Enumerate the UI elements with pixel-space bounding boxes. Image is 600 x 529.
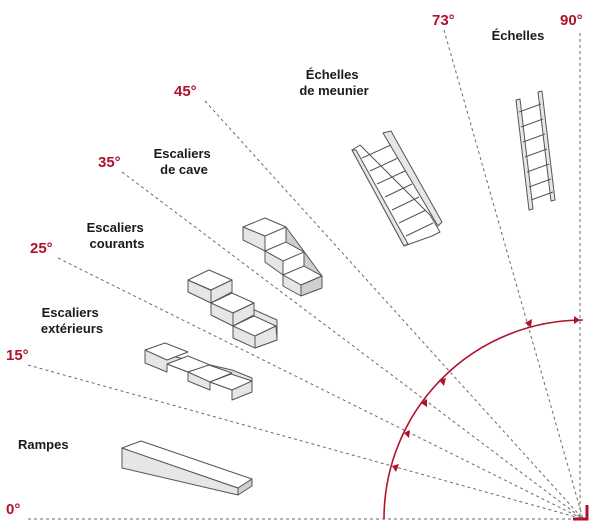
arc-path [383, 319, 584, 520]
ramp-illustration [121, 440, 253, 496]
arc-arrow-73 [525, 319, 532, 327]
angle-label-35: 35° [98, 154, 121, 171]
right-angle-marker [573, 505, 589, 521]
ray-25 [57, 257, 584, 520]
angle-label-45: 45° [174, 83, 197, 100]
miller-ladder-illustration [351, 130, 443, 247]
arc-arrow-35 [421, 399, 427, 407]
label-escaliers-exterieurs: Escaliers extérieurs [41, 305, 103, 336]
cellar-stairs-illustration [242, 217, 323, 297]
ray-15 [27, 364, 584, 520]
angle-arc [383, 316, 584, 520]
common-stairs-illustration [187, 269, 278, 349]
label-echelles: Échelles [492, 28, 545, 43]
angle-label-25: 25° [30, 240, 53, 257]
ray-73 [443, 29, 584, 520]
ray-45 [204, 100, 584, 520]
label-escaliers-de-cave: Escaliers de cave [154, 146, 215, 177]
angle-labels: 0° 15° 25° 35° 45° 73° 90° [6, 12, 583, 518]
angle-label-15: 15° [6, 347, 29, 364]
angle-label-90: 90° [560, 12, 583, 29]
category-labels: Rampes Escaliers extérieurs Escaliers co… [18, 28, 544, 452]
arc-arrow-15 [392, 464, 399, 472]
arc-arrow-45 [439, 378, 446, 386]
label-rampes: Rampes [18, 437, 69, 452]
ladder-illustration [515, 90, 556, 211]
angle-rays [27, 29, 584, 520]
ray-35 [121, 171, 584, 520]
angle-label-73: 73° [432, 12, 455, 29]
angle-label-0: 0° [6, 501, 20, 518]
label-escaliers-courants: Escaliers courants [87, 220, 148, 251]
label-echelles-de-meunier: Échelles de meunier [299, 67, 368, 98]
arc-arrow-25 [404, 430, 410, 438]
exterior-stairs-illustration [144, 342, 253, 401]
arc-arrow-90 [574, 316, 580, 324]
